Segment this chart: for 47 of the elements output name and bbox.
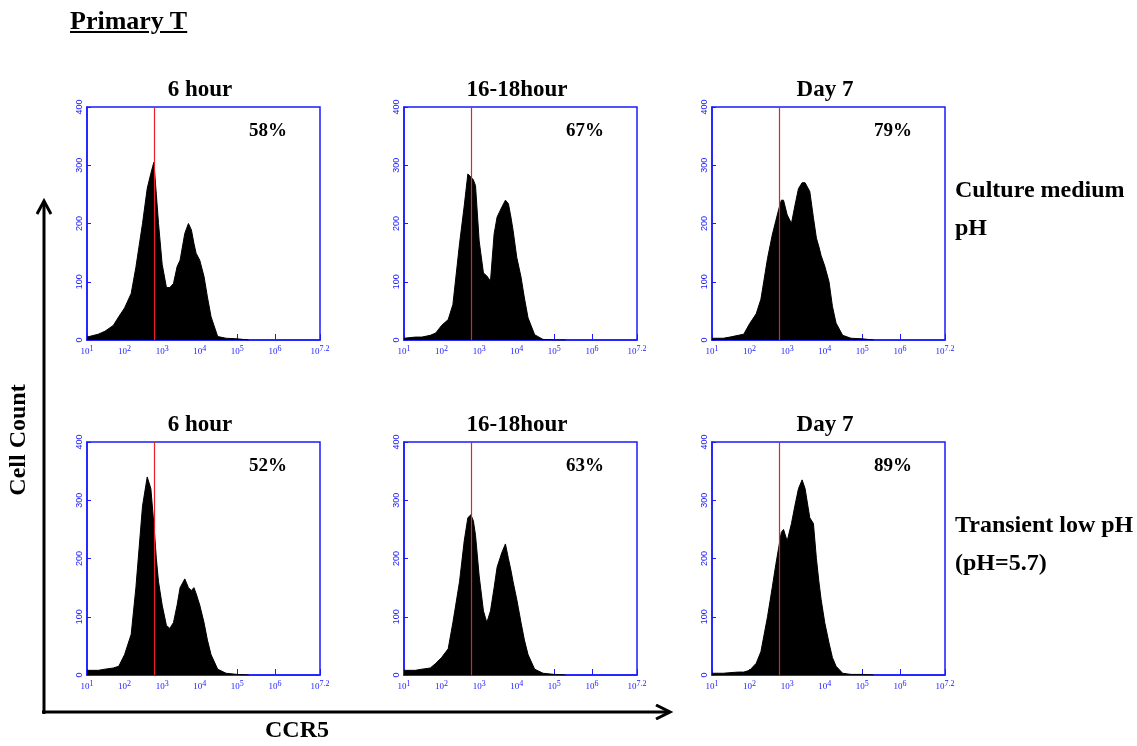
y-tick-label: 400 [390, 434, 401, 450]
text: Culture medium pH [955, 175, 1126, 242]
y-tick-label: 100 [698, 274, 709, 290]
annotation: 89% [874, 454, 912, 475]
y-tick-label: 300 [390, 157, 401, 173]
y-tick-label: 300 [698, 492, 709, 508]
chart-title: 16-18hour [466, 411, 568, 436]
y-tick-label: 400 [698, 434, 709, 450]
annotation: 67% [566, 119, 604, 140]
y-axis-title: Cell Count [3, 384, 31, 496]
y-tick-label: 400 [73, 434, 84, 450]
text: Transient low pH (pH=5.7) [955, 510, 1135, 577]
y-tick-label: 0 [390, 337, 401, 343]
annotation: 79% [874, 119, 912, 140]
chart-title: 16-18hour [466, 76, 568, 101]
y-tick-label: 200 [390, 215, 401, 232]
y-tick-label: 200 [73, 550, 84, 567]
text: Primary T [70, 6, 188, 36]
y-tick-label: 0 [73, 337, 84, 343]
y-tick-label: 300 [73, 157, 84, 173]
y-tick-label: 0 [698, 337, 709, 343]
annotation: 52% [249, 454, 287, 475]
y-tick-label: 0 [73, 672, 84, 678]
chart-title: 6 hour [167, 76, 233, 101]
y-tick-label: 200 [390, 550, 401, 567]
y-tick-label: 200 [73, 215, 84, 232]
y-tick-label: 400 [73, 99, 84, 115]
chart-title: Day 7 [796, 411, 854, 436]
annotation: 58% [249, 119, 287, 140]
y-tick-label: 100 [73, 609, 84, 625]
y-tick-label: 100 [73, 274, 84, 290]
y-tick-label: 200 [698, 550, 709, 567]
x-axis-title: CCR5 [265, 716, 329, 743]
y-tick-label: 0 [698, 672, 709, 678]
y-tick-label: 100 [390, 609, 401, 625]
y-tick-label: 200 [698, 215, 709, 232]
y-tick-label: 0 [390, 672, 401, 678]
chart-title: 6 hour [167, 411, 233, 436]
y-tick-label: 300 [73, 492, 84, 508]
annotation: 63% [566, 454, 604, 475]
y-tick-label: 400 [390, 99, 401, 115]
y-tick-label: 400 [698, 99, 709, 115]
y-tick-label: 300 [698, 157, 709, 173]
y-tick-label: 100 [390, 274, 401, 290]
y-tick-label: 300 [390, 492, 401, 508]
chart-title: Day 7 [796, 76, 854, 101]
y-tick-label: 100 [698, 609, 709, 625]
